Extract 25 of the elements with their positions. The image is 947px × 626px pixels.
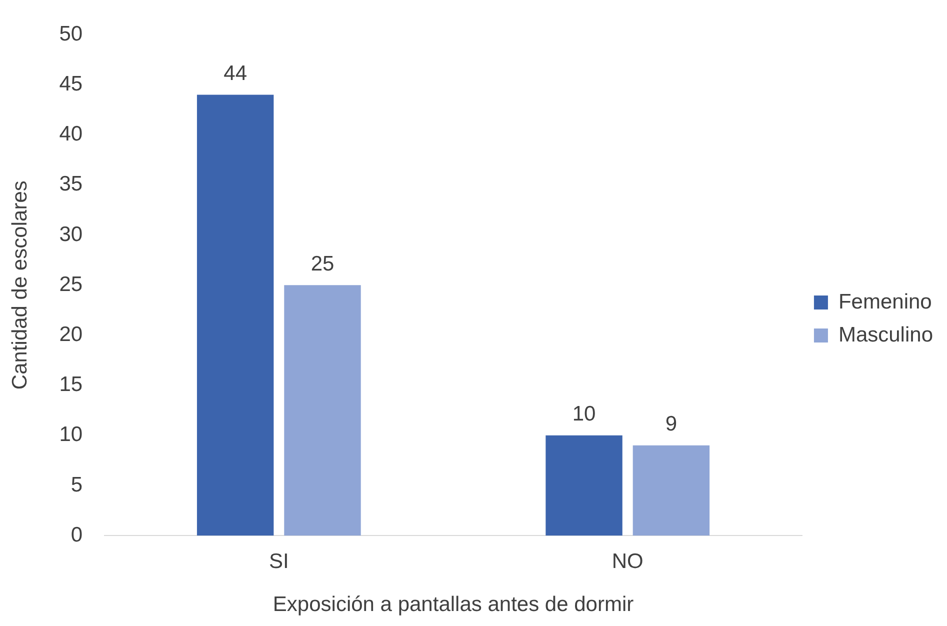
bar — [546, 435, 622, 536]
y-tick-label: 35 — [59, 172, 83, 196]
y-tick-label: 10 — [59, 423, 83, 446]
x-tick-label: SI — [268, 550, 289, 573]
y-axis-title: Cantidad de escolares — [8, 180, 32, 390]
legend-label: Femenino — [838, 290, 932, 314]
bar — [196, 94, 274, 536]
y-tick-label: 30 — [59, 222, 83, 246]
x-tick-label: NO — [612, 550, 644, 573]
y-tick-label: 50 — [59, 22, 83, 46]
y-tick-label: 20 — [59, 322, 83, 346]
legend-label: Masculino — [838, 323, 934, 346]
y-tick-label: 45 — [59, 72, 83, 96]
y-tick-label: 40 — [59, 122, 83, 146]
data-label: 9 — [665, 412, 678, 436]
y-tick-label: 15 — [59, 373, 83, 396]
y-tick-label: 0 — [70, 523, 83, 546]
y-tick-label: 25 — [59, 272, 83, 296]
data-label: 10 — [572, 402, 596, 426]
x-axis-title: Exposición a pantallas antes de dormir — [272, 593, 634, 616]
data-label: 44 — [224, 62, 248, 86]
data-label: 25 — [310, 252, 334, 276]
y-tick-label: 5 — [70, 473, 83, 496]
bar — [632, 445, 710, 536]
bar — [284, 285, 361, 536]
